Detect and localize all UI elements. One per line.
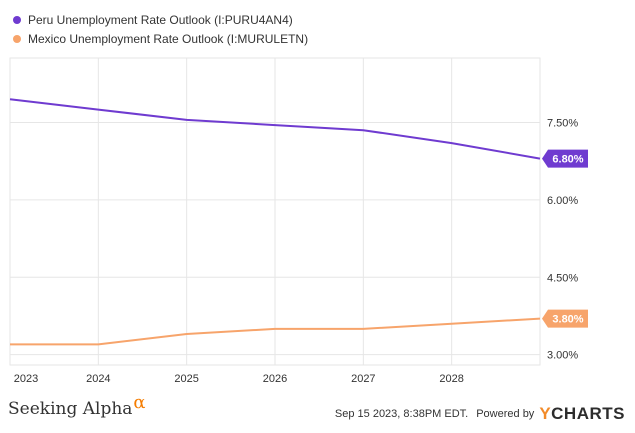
ycharts-logo-y: Y xyxy=(539,404,552,423)
x-tick-label: 2024 xyxy=(86,373,110,385)
alpha-icon: α xyxy=(133,392,146,413)
legend-item-mexico[interactable]: Mexico Unemployment Rate Outlook (I:MURU… xyxy=(13,29,308,48)
chart-footer: Sep 15 2023, 8:38PM EDT. Powered by YCHA… xyxy=(335,404,625,424)
x-tick-label: 2026 xyxy=(263,373,287,385)
x-tick-label: 2028 xyxy=(439,373,463,385)
end-value-label-1: 3.80% xyxy=(552,314,583,326)
legend-label-mexico: Mexico Unemployment Rate Outlook (I:MURU… xyxy=(28,31,309,46)
x-tick-label: 2025 xyxy=(174,373,198,385)
end-value-badge-1 xyxy=(542,309,588,328)
x-tick-label: 2027 xyxy=(351,373,375,385)
chart-legend: Peru Unemployment Rate Outlook (I:PURU4A… xyxy=(13,10,308,48)
ycharts-logo[interactable]: YCHARTS xyxy=(539,404,625,424)
end-value-badge-0 xyxy=(542,149,588,168)
chart-timestamp: Sep 15 2023, 8:38PM EDT. xyxy=(334,408,469,420)
series-line-0 xyxy=(9,98,541,160)
legend-dot-peru xyxy=(13,15,21,24)
series-line-1 xyxy=(10,317,541,346)
legend-label-peru: Peru Unemployment Rate Outlook (I:PURU4A… xyxy=(28,12,293,27)
ycharts-logo-rest: CHARTS xyxy=(551,404,625,423)
x-tick-label: 2023 xyxy=(14,373,38,385)
legend-item-peru[interactable]: Peru Unemployment Rate Outlook (I:PURU4A… xyxy=(13,10,308,29)
powered-by-text: Powered by xyxy=(476,408,535,420)
y-tick-label: 7.50% xyxy=(547,117,578,129)
seeking-alpha-logo: Seeking Alphaα xyxy=(8,392,146,419)
legend-dot-mexico xyxy=(13,34,21,43)
y-tick-label: 4.50% xyxy=(547,272,578,284)
y-tick-label: 6.00% xyxy=(547,195,578,207)
brand-name: Seeking Alpha xyxy=(8,399,133,419)
y-tick-label: 3.00% xyxy=(547,350,578,362)
end-value-label-0: 6.80% xyxy=(552,154,583,166)
